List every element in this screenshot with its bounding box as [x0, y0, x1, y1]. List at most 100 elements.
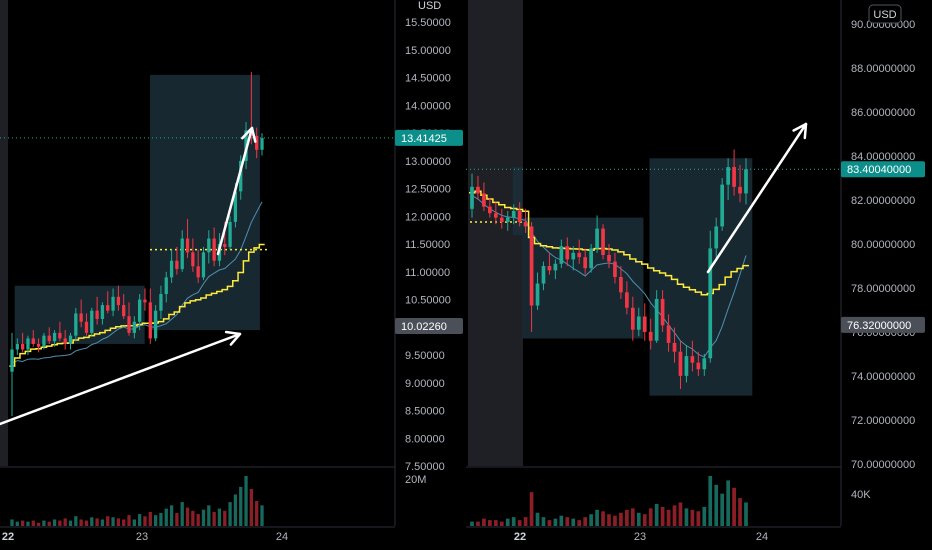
candle-body[interactable]: [138, 299, 142, 322]
candle-body[interactable]: [690, 356, 695, 363]
candle-body[interactable]: [625, 292, 629, 308]
candle-body[interactable]: [148, 302, 152, 339]
candle-body[interactable]: [684, 356, 689, 376]
candle-body[interactable]: [212, 238, 216, 261]
candle-body[interactable]: [672, 342, 677, 352]
candle-body[interactable]: [613, 261, 617, 277]
candle-body[interactable]: [111, 296, 115, 311]
candle-body[interactable]: [517, 211, 522, 223]
candle-body[interactable]: [36, 343, 41, 347]
candle-body[interactable]: [696, 362, 701, 370]
candle-body[interactable]: [52, 332, 57, 342]
candle-body[interactable]: [595, 228, 599, 249]
candle-body[interactable]: [666, 325, 671, 343]
candle-body[interactable]: [132, 321, 136, 333]
candle-body[interactable]: [630, 307, 635, 330]
candle-body[interactable]: [63, 338, 67, 344]
candle-body[interactable]: [26, 338, 30, 350]
candle-body[interactable]: [726, 167, 730, 185]
candle-body[interactable]: [153, 310, 158, 339]
candle-body[interactable]: [571, 252, 576, 260]
candle-body[interactable]: [589, 248, 593, 269]
candle-body[interactable]: [47, 335, 51, 342]
range-box[interactable]: [522, 217, 644, 339]
left-chart-panel[interactable]: 7.500008.000008.500009.000009.5000010.00…: [0, 0, 463, 543]
candle-body[interactable]: [607, 254, 611, 262]
candle-body[interactable]: [143, 299, 147, 303]
candle-body[interactable]: [169, 260, 174, 278]
candle-body[interactable]: [654, 298, 659, 341]
candle-body[interactable]: [58, 332, 62, 339]
candle-body[interactable]: [702, 358, 707, 370]
candle-body[interactable]: [15, 343, 19, 350]
range-box[interactable]: [649, 158, 753, 396]
candle-body[interactable]: [511, 211, 516, 218]
candle-body[interactable]: [529, 226, 534, 306]
candle-body[interactable]: [31, 338, 35, 344]
candle-body[interactable]: [476, 186, 480, 194]
candle-body[interactable]: [164, 277, 168, 295]
candle-body[interactable]: [74, 313, 78, 336]
candle-body[interactable]: [523, 222, 528, 227]
candle-body[interactable]: [20, 343, 25, 350]
candle-body[interactable]: [239, 160, 243, 192]
candle-body[interactable]: [577, 252, 582, 258]
candle-body[interactable]: [541, 265, 546, 284]
candle-body[interactable]: [488, 206, 492, 214]
candle-body[interactable]: [90, 310, 94, 333]
candle-body[interactable]: [583, 257, 588, 269]
candle-body[interactable]: [642, 316, 647, 332]
candle-body[interactable]: [260, 138, 264, 150]
candle-body[interactable]: [636, 316, 641, 330]
candle-body[interactable]: [648, 331, 653, 341]
candle-body[interactable]: [84, 321, 89, 333]
candle-body[interactable]: [547, 265, 552, 271]
candle-body[interactable]: [223, 244, 227, 247]
candle-body[interactable]: [106, 305, 110, 311]
candle-body[interactable]: [201, 252, 206, 278]
candle-body[interactable]: [95, 310, 99, 319]
candle-body[interactable]: [233, 191, 238, 222]
candle-body[interactable]: [482, 193, 486, 207]
right-chart-panel[interactable]: 70.0000000072.0000000074.0000000076.0000…: [466, 0, 925, 543]
candle-body[interactable]: [470, 186, 474, 209]
candle-body[interactable]: [185, 238, 190, 253]
candle-body[interactable]: [601, 228, 605, 255]
candle-body[interactable]: [720, 184, 725, 227]
candle-body[interactable]: [228, 221, 232, 247]
candle-body[interactable]: [708, 248, 713, 359]
candle-body[interactable]: [565, 246, 570, 260]
range-box[interactable]: [150, 74, 260, 331]
candle-body[interactable]: [159, 294, 163, 311]
trend-arrow[interactable]: [0, 332, 242, 426]
candle-body[interactable]: [619, 276, 623, 293]
candle-body[interactable]: [207, 238, 211, 253]
candle-body[interactable]: [79, 313, 83, 322]
candle-body[interactable]: [732, 167, 736, 187]
trend-arrow[interactable]: [216, 126, 254, 256]
candle-body[interactable]: [744, 169, 748, 194]
trend-arrow[interactable]: [706, 122, 808, 274]
candle-body[interactable]: [678, 351, 683, 376]
candle-body[interactable]: [493, 213, 498, 218]
candle-body[interactable]: [553, 263, 558, 271]
candle-body[interactable]: [255, 135, 259, 150]
candle-body[interactable]: [499, 217, 504, 223]
candle-body[interactable]: [127, 316, 131, 333]
candle-body[interactable]: [505, 217, 510, 223]
candle-body[interactable]: [535, 283, 540, 306]
range-box[interactable]: [512, 167, 523, 236]
candle-body[interactable]: [660, 298, 665, 326]
candle-body[interactable]: [10, 349, 14, 372]
candle-body[interactable]: [116, 296, 121, 306]
candle-body[interactable]: [68, 335, 73, 344]
candle-body[interactable]: [714, 226, 719, 249]
candle-body[interactable]: [175, 260, 179, 270]
candle-body[interactable]: [122, 305, 126, 317]
candle-body[interactable]: [42, 335, 46, 347]
candle-body[interactable]: [196, 266, 200, 278]
candle-body[interactable]: [180, 238, 184, 270]
candle-body[interactable]: [559, 246, 564, 264]
candle-body[interactable]: [738, 186, 742, 194]
candle-body[interactable]: [191, 252, 195, 267]
